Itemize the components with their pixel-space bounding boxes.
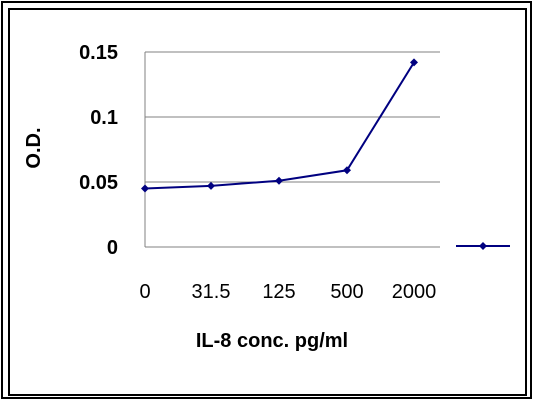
data-point — [410, 58, 418, 67]
x-tick-label: 125 — [262, 281, 295, 303]
y-tick-label: 0 — [107, 237, 118, 259]
data-point — [141, 184, 149, 193]
x-axis-title: IL-8 conc. pg/ml — [196, 330, 348, 352]
x-tick-label: 0 — [139, 281, 150, 303]
x-tick-label: 500 — [330, 281, 363, 303]
chart-inner-border — [8, 8, 527, 396]
legend — [456, 242, 510, 250]
y-tick-label: 0.1 — [90, 107, 118, 129]
x-tick-label: 31.5 — [192, 281, 231, 303]
y-tick-label: 0.15 — [79, 42, 118, 64]
series-line — [144, 61, 415, 190]
data-point — [275, 176, 283, 185]
gridlines — [145, 51, 440, 248]
chart-outer-border — [1, 1, 532, 399]
x-tick-labels: 0 31.5 125 500 2000 — [139, 281, 436, 303]
x-tick-label: 2000 — [392, 281, 437, 303]
data-point — [343, 166, 351, 175]
data-point — [207, 181, 215, 190]
y-axis-title: O.D. — [23, 127, 45, 168]
legend-marker — [479, 242, 487, 250]
y-tick-label: 0.05 — [79, 172, 118, 194]
series-group — [141, 58, 418, 193]
y-tick-labels: 0 0.05 0.1 0.15 — [79, 42, 118, 259]
